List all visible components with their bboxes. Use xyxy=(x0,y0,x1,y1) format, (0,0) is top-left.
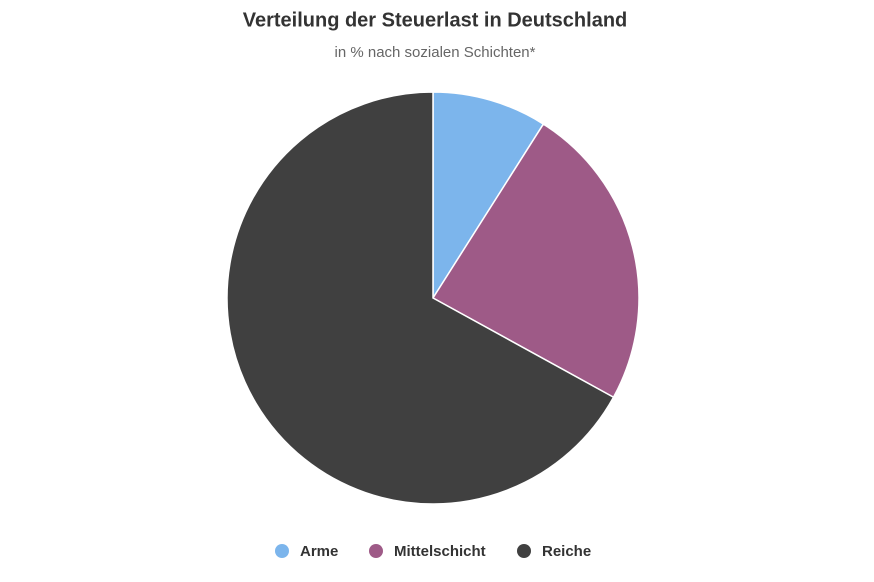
legend-marker xyxy=(517,544,531,558)
legend-marker xyxy=(369,544,383,558)
legend-marker xyxy=(275,544,289,558)
pie-slice[interactable] xyxy=(431,123,640,399)
pie-slice[interactable] xyxy=(432,91,545,301)
pie-slice[interactable] xyxy=(226,91,615,505)
chart-title: Verteilung der Steuerlast in Deutschland xyxy=(243,9,628,31)
legend-label[interactable]: Arme xyxy=(300,543,338,560)
legend-label[interactable]: Mittelschicht xyxy=(394,543,486,560)
chart-subtitle: in % nach sozialen Schichten* xyxy=(335,44,536,61)
legend-label[interactable]: Reiche xyxy=(542,543,591,560)
